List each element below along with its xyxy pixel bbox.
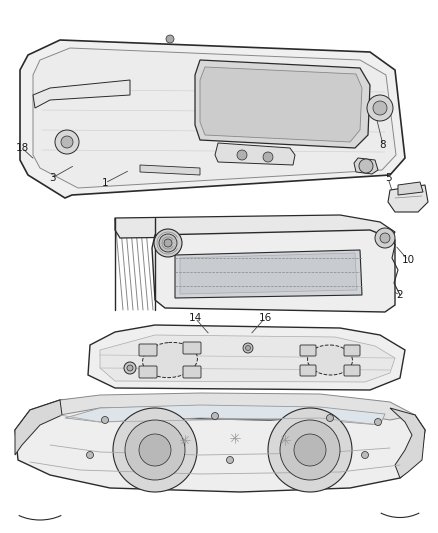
FancyBboxPatch shape — [344, 345, 360, 356]
Circle shape — [243, 343, 253, 353]
Polygon shape — [175, 250, 362, 298]
Text: 2: 2 — [397, 290, 403, 300]
Circle shape — [226, 456, 233, 464]
Circle shape — [164, 239, 172, 247]
Circle shape — [294, 434, 326, 466]
Circle shape — [280, 420, 340, 480]
Polygon shape — [20, 40, 405, 198]
Polygon shape — [390, 408, 425, 478]
Polygon shape — [100, 335, 395, 382]
Circle shape — [61, 136, 73, 148]
FancyBboxPatch shape — [139, 366, 157, 378]
Circle shape — [263, 152, 273, 162]
Circle shape — [361, 451, 368, 458]
Text: 14: 14 — [188, 313, 201, 323]
Circle shape — [55, 130, 79, 154]
Circle shape — [367, 95, 393, 121]
Circle shape — [139, 434, 171, 466]
FancyBboxPatch shape — [300, 365, 316, 376]
Polygon shape — [180, 253, 357, 294]
Circle shape — [159, 234, 177, 252]
Text: 10: 10 — [402, 255, 414, 265]
Polygon shape — [33, 48, 396, 188]
Polygon shape — [15, 393, 415, 430]
Text: 18: 18 — [15, 143, 28, 153]
Ellipse shape — [142, 342, 198, 377]
Text: 5: 5 — [385, 173, 391, 183]
FancyBboxPatch shape — [183, 366, 201, 378]
Polygon shape — [65, 405, 385, 425]
Polygon shape — [115, 215, 395, 240]
Circle shape — [268, 408, 352, 492]
Circle shape — [124, 362, 136, 374]
Circle shape — [246, 345, 251, 351]
Circle shape — [359, 159, 373, 173]
Polygon shape — [354, 158, 378, 174]
Circle shape — [154, 229, 182, 257]
Polygon shape — [15, 400, 62, 455]
Polygon shape — [200, 67, 362, 142]
FancyBboxPatch shape — [183, 342, 201, 354]
Polygon shape — [388, 185, 428, 212]
Text: 8: 8 — [380, 140, 386, 150]
Circle shape — [380, 233, 390, 243]
Polygon shape — [88, 325, 405, 390]
FancyBboxPatch shape — [300, 345, 316, 356]
Text: 1: 1 — [102, 178, 108, 188]
FancyBboxPatch shape — [344, 365, 360, 376]
Polygon shape — [15, 398, 425, 492]
Circle shape — [212, 413, 219, 419]
Circle shape — [125, 420, 185, 480]
Circle shape — [113, 408, 197, 492]
Circle shape — [237, 150, 247, 160]
Polygon shape — [215, 143, 295, 165]
Polygon shape — [33, 80, 130, 108]
Circle shape — [102, 416, 109, 424]
Circle shape — [373, 101, 387, 115]
Circle shape — [166, 35, 174, 43]
Circle shape — [375, 228, 395, 248]
Circle shape — [86, 451, 93, 458]
Circle shape — [374, 418, 381, 425]
Text: 3: 3 — [49, 173, 55, 183]
Text: 16: 16 — [258, 313, 272, 323]
Polygon shape — [152, 230, 395, 312]
Circle shape — [326, 415, 333, 422]
Ellipse shape — [307, 345, 353, 375]
Polygon shape — [140, 165, 200, 175]
Polygon shape — [195, 60, 370, 148]
Polygon shape — [398, 182, 423, 195]
FancyBboxPatch shape — [139, 344, 157, 356]
Circle shape — [127, 365, 133, 371]
Text: 15: 15 — [101, 350, 115, 360]
